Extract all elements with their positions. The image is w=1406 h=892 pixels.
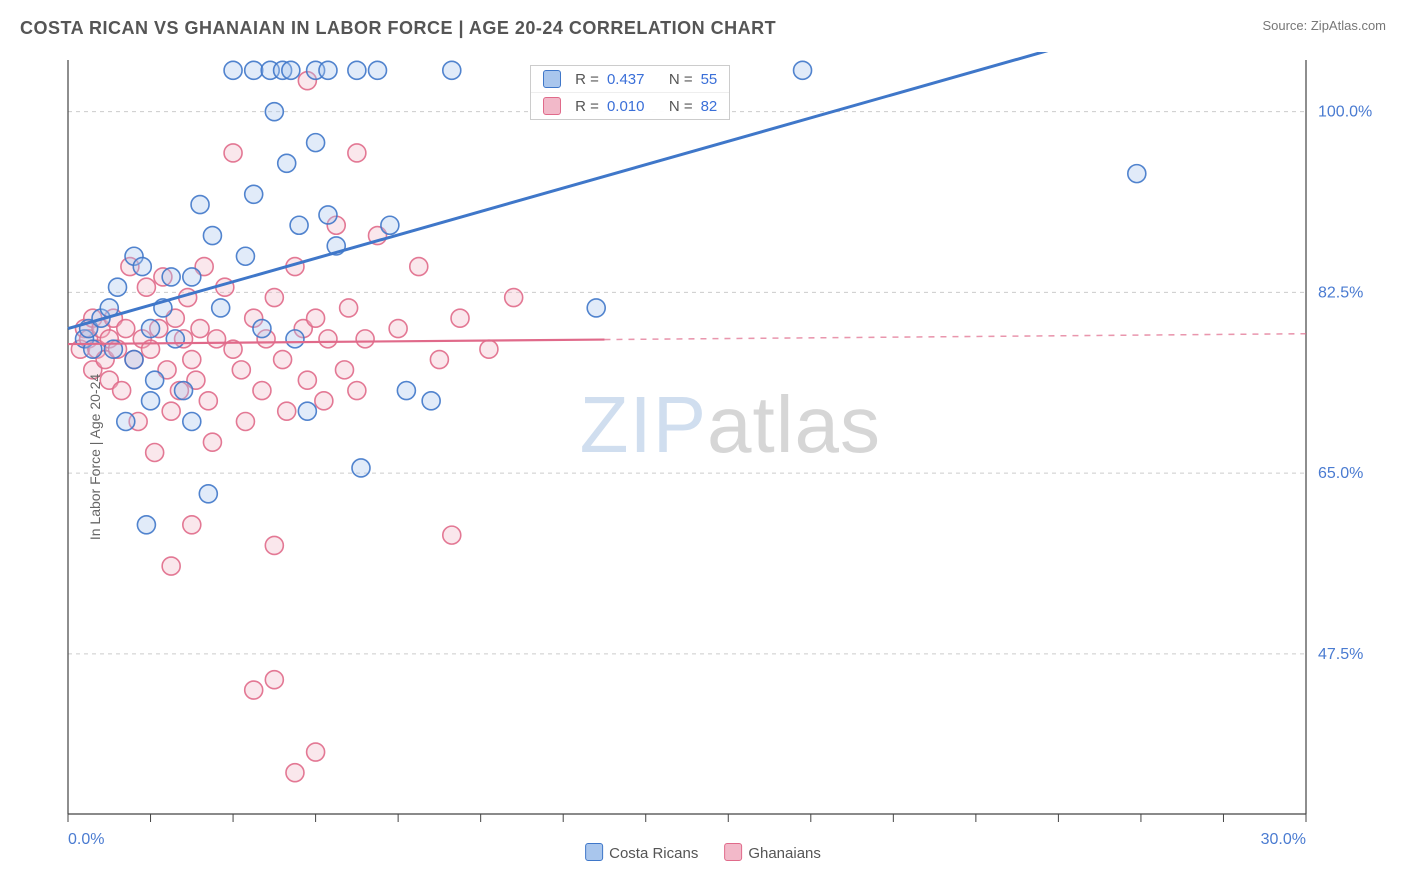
svg-text:30.0%: 30.0% [1261,831,1306,848]
scatter-chart: 47.5% 65.0% 82.5% 100.0% 0.0% 30.0% [20,52,1386,862]
correlation-row: R = 0.437 N = 55 [531,66,729,92]
page-title: COSTA RICAN VS GHANAIAN IN LABOR FORCE |… [20,18,776,39]
legend-swatch [724,843,742,861]
source-attribution: Source: ZipAtlas.com [1262,18,1386,33]
legend-label: Costa Ricans [609,845,698,862]
correlation-row: R = 0.010 N = 82 [531,92,729,119]
correlation-legend: R = 0.437 N = 55 R = 0.010 N = 82 [530,65,730,120]
n-value: 82 [701,98,718,115]
legend-item: Ghanaians [724,843,821,862]
n-label: N = [669,71,693,88]
svg-text:0.0%: 0.0% [68,831,104,848]
svg-text:47.5%: 47.5% [1318,646,1363,663]
r-label: R = [575,98,599,115]
r-value: 0.010 [607,98,645,115]
y-axis-label: In Labor Force | Age 20-24 [87,374,103,540]
chart-container: In Labor Force | Age 20-24 ZIPatlas 47.5… [20,52,1386,862]
legend-swatch [543,70,561,88]
legend-item: Costa Ricans [585,843,698,862]
svg-text:82.5%: 82.5% [1318,284,1363,301]
r-label: R = [575,71,599,88]
n-label: N = [669,98,693,115]
svg-text:65.0%: 65.0% [1318,465,1363,482]
r-value: 0.437 [607,71,645,88]
legend-swatch [585,843,603,861]
legend-swatch [543,97,561,115]
legend-label: Ghanaians [748,845,821,862]
series-legend: Costa Ricans Ghanaians [585,843,821,862]
svg-text:100.0%: 100.0% [1318,104,1372,121]
n-value: 55 [701,71,718,88]
